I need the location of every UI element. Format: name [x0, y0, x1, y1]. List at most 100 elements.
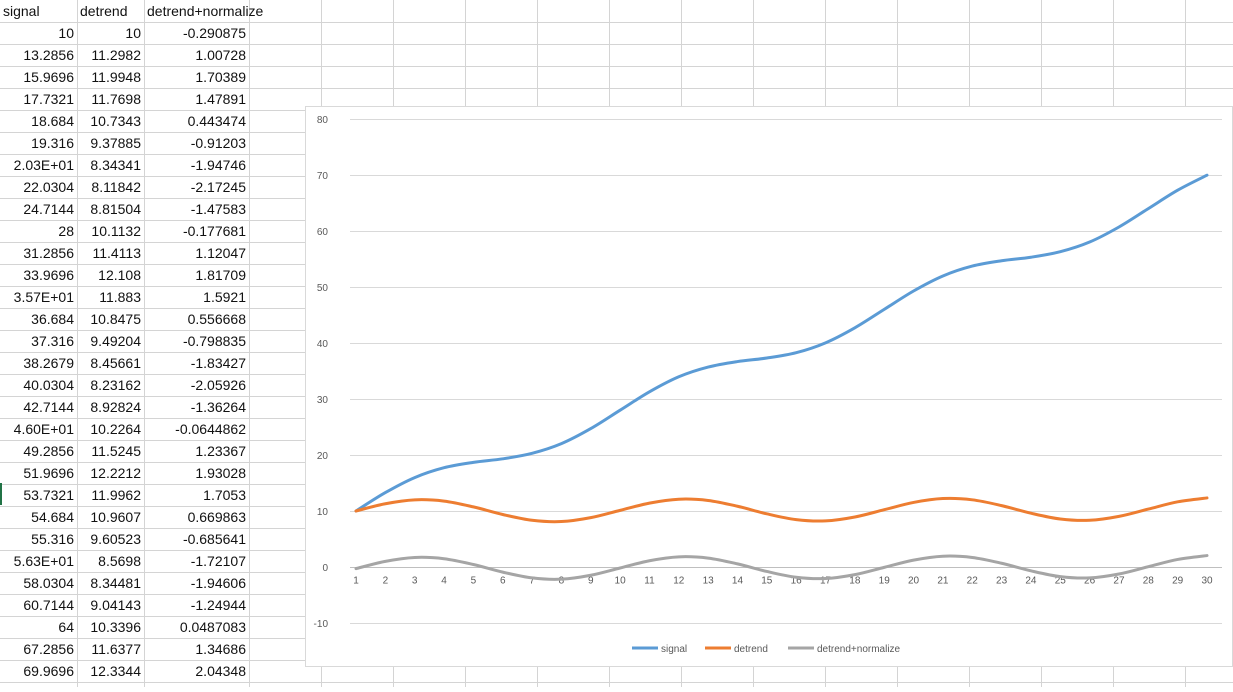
- cell-detrend[interactable]: 12.3344: [90, 663, 141, 679]
- cell-detrend[interactable]: 11.2982: [91, 47, 141, 63]
- cell-signal[interactable]: 67.2856: [23, 641, 74, 657]
- cell-detrend[interactable]: 9.37885: [90, 135, 141, 151]
- y-tick-label: 0: [322, 563, 328, 574]
- active-row-marker: [0, 483, 2, 505]
- x-tick-label: 1: [353, 576, 359, 587]
- cell-signal[interactable]: 58.0304: [23, 575, 74, 591]
- cell-detrend[interactable]: 10.1132: [91, 223, 141, 239]
- header-detrend[interactable]: detrend: [80, 3, 128, 19]
- cell-signal[interactable]: 17.7321: [23, 91, 74, 107]
- cell-signal[interactable]: 15.9696: [23, 69, 74, 85]
- header-detrend-normalize[interactable]: detrend+normalize: [147, 3, 264, 19]
- cell-signal[interactable]: 19.316: [31, 135, 74, 151]
- cell-detrend-normalize[interactable]: -0.685641: [182, 531, 246, 547]
- cell-detrend-normalize[interactable]: -0.290875: [182, 25, 246, 41]
- cell-detrend[interactable]: 11.5245: [91, 443, 141, 459]
- cell-detrend[interactable]: 10: [125, 25, 141, 41]
- cell-detrend[interactable]: 9.60523: [90, 531, 141, 547]
- cell-detrend-normalize[interactable]: -0.798835: [182, 333, 246, 349]
- cell-detrend-normalize[interactable]: -1.94606: [190, 575, 246, 591]
- cell-signal[interactable]: 24.7144: [23, 201, 74, 217]
- cell-signal[interactable]: 22.0304: [23, 179, 74, 195]
- cell-detrend[interactable]: 9.04143: [90, 597, 141, 613]
- cell-detrend[interactable]: 8.23162: [90, 377, 141, 393]
- cell-detrend[interactable]: 8.5698: [98, 553, 141, 569]
- cell-signal[interactable]: 37.316: [31, 333, 74, 349]
- cell-signal[interactable]: 55.316: [31, 531, 74, 547]
- cell-signal[interactable]: 64: [58, 619, 74, 635]
- cell-detrend[interactable]: 11.4113: [92, 245, 141, 261]
- cell-detrend[interactable]: 11.7698: [91, 91, 141, 107]
- cell-signal[interactable]: 69.9696: [23, 663, 74, 679]
- cell-signal[interactable]: 2.03E+01: [13, 157, 74, 173]
- x-tick-label: 13: [703, 576, 715, 587]
- cell-signal[interactable]: 33.9696: [23, 267, 74, 283]
- cell-detrend-normalize[interactable]: -2.17245: [190, 179, 246, 195]
- cell-detrend[interactable]: 9.49204: [90, 333, 141, 349]
- cell-signal[interactable]: 3.57E+01: [13, 289, 74, 305]
- cell-signal[interactable]: 13.2856: [23, 47, 74, 63]
- cell-detrend-normalize[interactable]: 2.04348: [195, 663, 246, 679]
- cell-detrend[interactable]: 11.6377: [91, 641, 141, 657]
- cell-detrend[interactable]: 11.883: [99, 289, 141, 305]
- cell-detrend-normalize[interactable]: -1.36264: [190, 399, 246, 415]
- cell-signal[interactable]: 42.7144: [23, 399, 74, 415]
- cell-signal[interactable]: 54.684: [31, 509, 74, 525]
- cell-detrend[interactable]: 8.45661: [90, 355, 141, 371]
- cell-detrend[interactable]: 12.108: [98, 267, 141, 283]
- line-chart[interactable]: -10 0 10 20 30 40 50 60 70 80 1 2 3 4 5 6 7 8 9 10 11 12 13 14 1…: [305, 106, 1233, 667]
- cell-detrend-normalize[interactable]: 1.00728: [195, 47, 246, 63]
- cell-detrend-normalize[interactable]: 0.0487083: [179, 619, 246, 635]
- cell-signal[interactable]: 10: [58, 25, 74, 41]
- cell-signal[interactable]: 5.63E+01: [13, 553, 74, 569]
- cell-detrend[interactable]: 8.11842: [91, 179, 141, 195]
- cell-signal[interactable]: 36.684: [31, 311, 74, 327]
- cell-detrend[interactable]: 11.9962: [91, 487, 141, 503]
- cell-detrend[interactable]: 8.34341: [90, 157, 141, 173]
- cell-detrend-normalize[interactable]: 0.669863: [187, 509, 246, 525]
- cell-detrend-normalize[interactable]: 1.34686: [195, 641, 246, 657]
- cell-detrend-normalize[interactable]: 1.47891: [195, 91, 246, 107]
- cell-detrend[interactable]: 8.34481: [90, 575, 141, 591]
- cell-detrend-normalize[interactable]: -0.0644862: [175, 421, 246, 437]
- cell-detrend-normalize[interactable]: 1.12047: [195, 245, 246, 261]
- cell-detrend[interactable]: 10.7343: [90, 113, 141, 129]
- cell-detrend-normalize[interactable]: 0.443474: [187, 113, 246, 129]
- cell-detrend-normalize[interactable]: -0.177681: [182, 223, 246, 239]
- cell-signal[interactable]: 40.0304: [23, 377, 74, 393]
- cell-detrend-normalize[interactable]: -0.91203: [190, 135, 246, 151]
- cell-detrend[interactable]: 12.2212: [90, 465, 141, 481]
- cell-detrend[interactable]: 8.92824: [90, 399, 141, 415]
- header-signal[interactable]: signal: [3, 3, 40, 19]
- cell-signal[interactable]: 18.684: [31, 113, 74, 129]
- cell-detrend[interactable]: 10.9607: [90, 509, 141, 525]
- cell-signal[interactable]: 51.9696: [23, 465, 74, 481]
- x-tick-label: 14: [732, 576, 744, 587]
- cell-signal[interactable]: 53.7321: [23, 487, 74, 503]
- cell-detrend[interactable]: 10.2264: [90, 421, 141, 437]
- cell-detrend[interactable]: 8.81504: [90, 201, 141, 217]
- cell-detrend-normalize[interactable]: -1.94746: [190, 157, 246, 173]
- cell-detrend[interactable]: 11.9948: [91, 69, 141, 85]
- cell-signal[interactable]: 38.2679: [23, 355, 74, 371]
- x-tick-label: 24: [1025, 576, 1037, 587]
- cell-detrend-normalize[interactable]: -1.24944: [190, 597, 246, 613]
- cell-detrend-normalize[interactable]: 1.81709: [195, 267, 246, 283]
- cell-detrend-normalize[interactable]: -1.72107: [190, 553, 246, 569]
- cell-detrend-normalize[interactable]: 0.556668: [187, 311, 246, 327]
- cell-detrend-normalize[interactable]: 1.5921: [203, 289, 246, 305]
- cell-detrend-normalize[interactable]: 1.23367: [195, 443, 246, 459]
- cell-detrend-normalize[interactable]: -1.47583: [190, 201, 246, 217]
- cell-signal[interactable]: 49.2856: [23, 443, 74, 459]
- cell-detrend-normalize[interactable]: -1.83427: [190, 355, 246, 371]
- cell-signal[interactable]: 60.7144: [23, 597, 74, 613]
- cell-signal[interactable]: 4.60E+01: [13, 421, 74, 437]
- cell-signal[interactable]: 28: [58, 223, 74, 239]
- cell-signal[interactable]: 31.2856: [23, 245, 74, 261]
- cell-detrend[interactable]: 10.3396: [90, 619, 141, 635]
- cell-detrend-normalize[interactable]: 1.70389: [195, 69, 246, 85]
- cell-detrend-normalize[interactable]: 1.7053: [203, 487, 246, 503]
- cell-detrend-normalize[interactable]: -2.05926: [190, 377, 246, 393]
- cell-detrend-normalize[interactable]: 1.93028: [195, 465, 246, 481]
- cell-detrend[interactable]: 10.8475: [90, 311, 141, 327]
